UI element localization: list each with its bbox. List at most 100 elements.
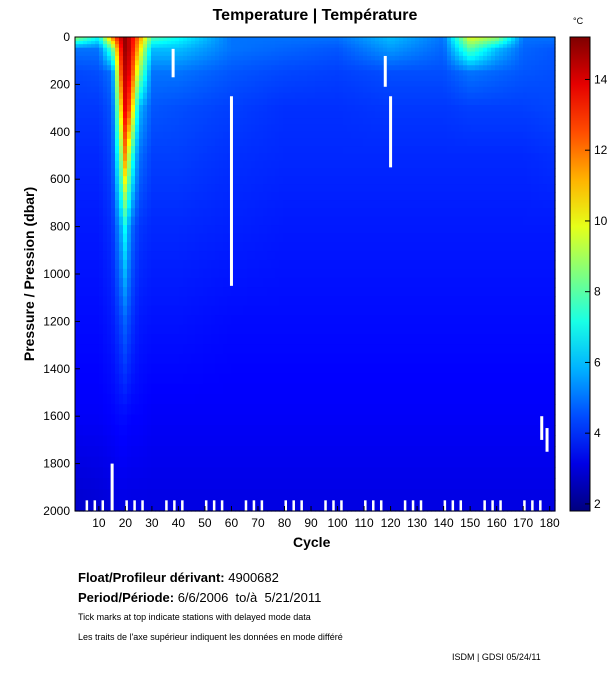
heatmap-cell bbox=[83, 478, 88, 490]
heatmap-cell bbox=[239, 489, 244, 501]
heatmap-cell bbox=[279, 435, 284, 447]
heatmap-cell bbox=[387, 344, 392, 355]
heatmap-cell bbox=[111, 184, 116, 193]
heatmap-cell bbox=[151, 168, 156, 177]
heatmap-cell bbox=[307, 208, 312, 218]
heatmap-cell bbox=[167, 489, 172, 501]
heatmap-cell bbox=[167, 315, 172, 326]
heatmap-cell bbox=[287, 111, 292, 119]
heatmap-cell bbox=[323, 184, 328, 193]
heatmap-cell bbox=[375, 60, 380, 66]
heatmap-cell bbox=[187, 160, 192, 170]
heatmap-cell bbox=[83, 287, 88, 297]
heatmap-cell bbox=[111, 363, 116, 375]
heatmap-cell bbox=[399, 363, 404, 375]
heatmap-cell bbox=[139, 75, 144, 82]
heatmap-cell bbox=[131, 251, 136, 261]
heatmap-cell bbox=[371, 216, 376, 226]
heatmap-cell bbox=[131, 233, 136, 243]
heatmap-cell bbox=[207, 86, 212, 94]
heatmap-cell bbox=[171, 251, 176, 261]
heatmap-cell bbox=[187, 41, 192, 45]
heatmap-cell bbox=[219, 277, 224, 288]
heatmap-cell bbox=[311, 41, 316, 45]
heatmap-cell bbox=[275, 75, 280, 82]
heatmap-cell bbox=[267, 55, 272, 62]
heatmap-cell bbox=[247, 75, 252, 82]
heatmap-cell bbox=[375, 353, 380, 365]
heatmap-cell bbox=[167, 92, 172, 100]
heatmap-cell bbox=[187, 225, 192, 235]
heatmap-cell bbox=[399, 489, 404, 501]
heatmap-cell bbox=[135, 414, 140, 426]
heatmap-cell bbox=[275, 51, 280, 57]
heatmap-cell bbox=[259, 251, 264, 261]
heatmap-cell bbox=[191, 184, 196, 193]
heatmap-cell bbox=[103, 353, 108, 365]
heatmap-cell bbox=[203, 467, 208, 479]
heatmap-cell bbox=[147, 363, 152, 375]
heatmap-cell bbox=[199, 176, 204, 185]
heatmap-cell bbox=[159, 138, 164, 147]
heatmap-cell bbox=[227, 478, 232, 490]
heatmap-cell bbox=[147, 200, 152, 209]
heatmap-cell bbox=[331, 435, 336, 447]
heatmap-cell bbox=[295, 478, 300, 490]
heatmap-cell bbox=[135, 353, 140, 365]
heatmap-cell bbox=[403, 424, 408, 437]
heatmap-cell bbox=[187, 81, 192, 88]
heatmap-cell bbox=[139, 131, 144, 140]
heatmap-cell bbox=[195, 124, 200, 133]
heatmap-cell bbox=[263, 146, 268, 154]
heatmap-cell bbox=[103, 98, 108, 106]
heatmap-cell bbox=[127, 344, 132, 355]
heatmap-cell bbox=[203, 445, 208, 458]
heatmap-cell bbox=[151, 242, 156, 252]
heatmap-cell bbox=[143, 38, 148, 42]
heatmap-cell bbox=[351, 268, 356, 279]
heatmap-cell bbox=[199, 499, 204, 512]
heatmap-cell bbox=[163, 208, 168, 218]
heatmap-cell bbox=[367, 225, 372, 235]
heatmap-cell bbox=[219, 334, 224, 345]
heatmap-cell bbox=[399, 456, 404, 468]
heatmap-cell bbox=[147, 105, 152, 113]
heatmap-cell bbox=[195, 38, 200, 42]
heatmap-cell bbox=[175, 296, 180, 307]
heatmap-cell bbox=[371, 344, 376, 355]
heatmap-cell bbox=[119, 445, 124, 458]
heatmap-cell bbox=[315, 105, 320, 113]
heatmap-cell bbox=[115, 176, 120, 185]
heatmap-cell bbox=[219, 118, 224, 126]
heatmap-cell bbox=[131, 315, 136, 326]
heatmap-cell bbox=[123, 160, 128, 170]
heatmap-cell bbox=[211, 251, 216, 261]
heatmap-cell bbox=[227, 47, 232, 53]
heatmap-cell bbox=[179, 75, 184, 82]
heatmap-cell bbox=[91, 81, 96, 88]
heatmap-cell bbox=[111, 86, 116, 94]
heatmap-cell bbox=[323, 353, 328, 365]
heatmap-cell bbox=[103, 216, 108, 226]
heatmap-cell bbox=[255, 70, 260, 77]
heatmap-cell bbox=[251, 138, 256, 147]
heatmap-cell bbox=[263, 334, 268, 345]
heatmap-cell bbox=[215, 393, 220, 405]
heatmap-cell bbox=[207, 118, 212, 126]
heatmap-cell bbox=[167, 216, 172, 226]
heatmap-cell bbox=[323, 324, 328, 335]
heatmap-cell bbox=[379, 251, 384, 261]
heatmap-cell bbox=[199, 268, 204, 279]
heatmap-cell bbox=[259, 41, 264, 45]
heatmap-cell bbox=[327, 277, 332, 288]
heatmap-cell bbox=[287, 92, 292, 100]
heatmap-cell bbox=[99, 208, 104, 218]
heatmap-cell bbox=[403, 65, 408, 71]
heatmap-cell bbox=[171, 38, 176, 42]
heatmap-cell bbox=[139, 176, 144, 185]
heatmap-cell bbox=[127, 216, 132, 226]
heatmap-cell bbox=[155, 383, 160, 395]
heatmap-cell bbox=[343, 268, 348, 279]
heatmap-cell bbox=[231, 242, 236, 252]
heatmap-cell bbox=[335, 60, 340, 66]
